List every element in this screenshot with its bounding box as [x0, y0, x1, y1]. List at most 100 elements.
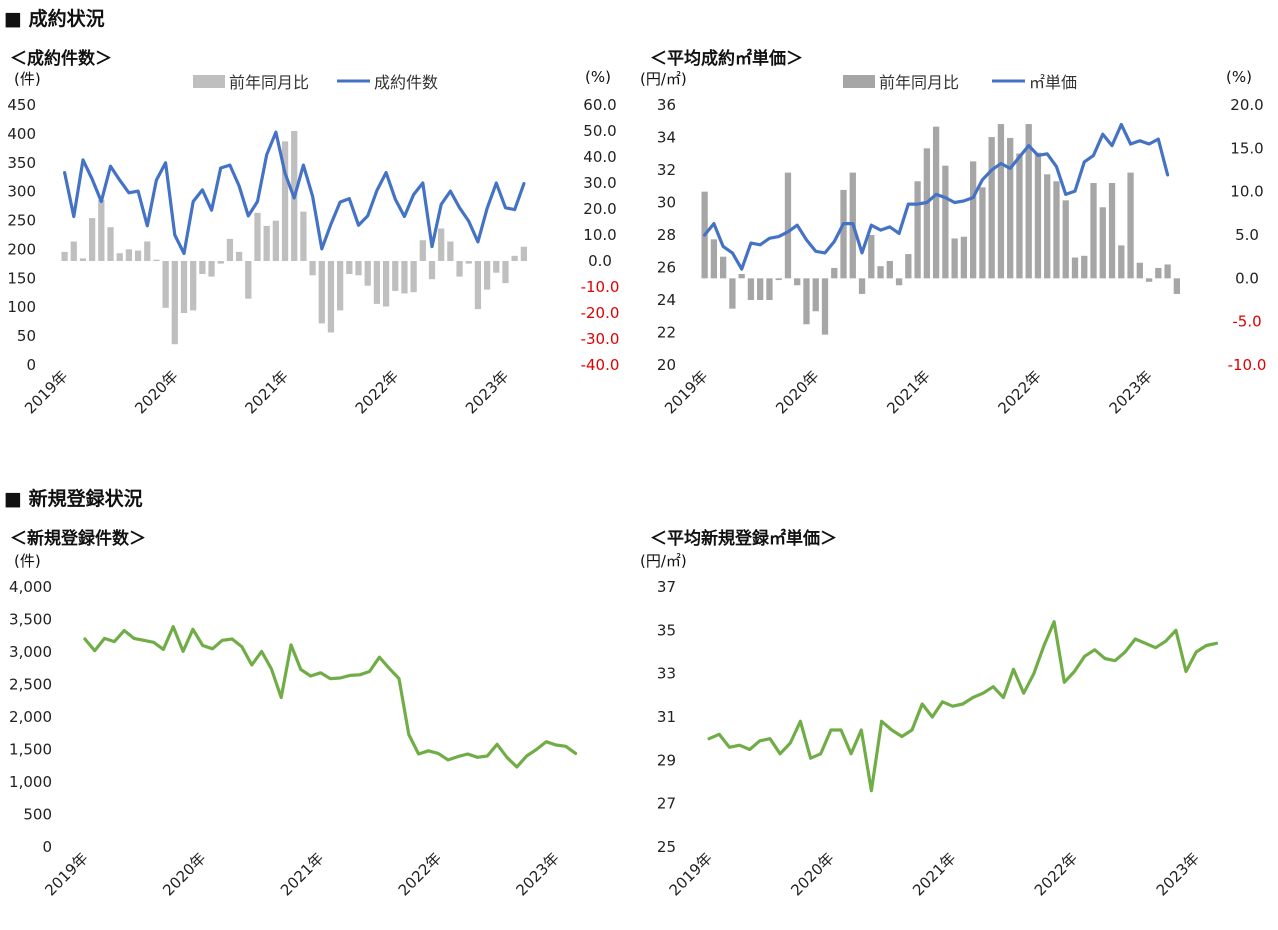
count-legend-bar-swatch — [193, 75, 225, 88]
count-right-tick: 0.0 — [588, 252, 612, 270]
count-right-tick: -30.0 — [581, 330, 620, 348]
price-bar — [895, 278, 903, 286]
count-right-tick: -20.0 — [581, 304, 620, 322]
count-bar — [373, 261, 381, 304]
price-bar — [905, 254, 912, 279]
count-legend-line-label: 成約件数 — [374, 73, 438, 92]
count-bar — [318, 261, 325, 324]
count-bar — [355, 261, 362, 276]
count-bar — [199, 261, 206, 274]
section-title-contracts: ■ 成約状況 — [4, 8, 105, 30]
newcount-x-label: 2019年 — [41, 849, 91, 899]
price-right-tick: -5.0 — [1232, 313, 1261, 331]
price-bar — [932, 126, 940, 279]
price-line — [702, 122, 1170, 271]
price-bar — [729, 278, 736, 309]
count-right-tick: 40.0 — [583, 148, 616, 166]
count-right-tick: 10.0 — [583, 226, 616, 244]
price-bar — [1136, 262, 1143, 279]
price-bar — [720, 256, 727, 279]
newcount-left-tick: 1,500 — [9, 741, 52, 759]
count-bar — [171, 261, 178, 345]
price-left-tick: 30 — [657, 194, 676, 212]
price-right-tick: 20.0 — [1230, 96, 1263, 114]
count-x-label: 2019年 — [21, 367, 71, 417]
chart-title-count: ＜成約件数＞ — [10, 49, 112, 69]
section-title-listings: ■ 新規登録状況 — [4, 488, 143, 510]
newcount-left-unit: (件) — [14, 552, 41, 570]
count-bar — [364, 261, 371, 286]
count-right-tick: 20.0 — [583, 200, 616, 218]
count-bar — [153, 259, 160, 261]
newcount-left-tick: 3,500 — [9, 611, 52, 629]
newcount-left-tick: 0 — [42, 838, 52, 856]
price-right-tick: 5.0 — [1235, 226, 1259, 244]
price-right-tick: 15.0 — [1230, 139, 1263, 157]
count-x-label: 2022年 — [352, 367, 402, 417]
count-bar — [493, 261, 500, 273]
price-bar — [1025, 124, 1032, 279]
price-bar — [1164, 264, 1171, 279]
price-bar — [1118, 245, 1125, 279]
price-bar — [970, 161, 977, 279]
price-bar — [775, 278, 782, 281]
count-bar — [410, 261, 417, 293]
newprice-x-label: 2022年 — [1031, 849, 1081, 899]
count-x-label: 2021年 — [242, 367, 292, 417]
newcount-left-tick: 4,000 — [9, 578, 52, 596]
price-bar — [886, 261, 893, 279]
price-right-tick: 0.0 — [1235, 269, 1259, 287]
count-left-tick: 150 — [7, 269, 36, 287]
price-right-unit: (%) — [1226, 68, 1252, 86]
count-bar — [281, 141, 289, 261]
price-left-tick: 36 — [657, 96, 676, 114]
chart-title-newcount: ＜新規登録件数＞ — [10, 529, 146, 549]
price-bar — [1062, 200, 1069, 279]
newprice-left-tick: 37 — [657, 578, 676, 596]
price-bar — [710, 239, 718, 279]
price-bar — [831, 267, 838, 279]
newprice-left-tick: 25 — [657, 838, 676, 856]
count-bar — [70, 241, 77, 261]
price-left-tick: 32 — [657, 161, 676, 179]
count-x-label: 2020年 — [131, 367, 181, 417]
price-bar — [803, 278, 810, 325]
price-bar — [794, 278, 801, 286]
price-left-unit: (円/㎡) — [640, 70, 687, 88]
newprice-x-label: 2023年 — [1153, 849, 1203, 899]
newcount-x-label: 2023年 — [513, 849, 563, 899]
price-right-tick: -10.0 — [1228, 356, 1267, 374]
price-left-tick: 26 — [657, 259, 676, 277]
count-bar — [337, 261, 344, 311]
price-x-label: 2019年 — [661, 367, 711, 417]
price-legend-line-label: ㎡単価 — [1029, 73, 1077, 92]
count-bar — [447, 241, 454, 261]
count-right-tick: 60.0 — [583, 96, 616, 114]
count-left-tick: 50 — [17, 327, 36, 345]
newprice-x-label: 2020年 — [787, 849, 837, 899]
count-bar — [162, 261, 169, 308]
count-bar — [89, 218, 96, 261]
count-bar — [254, 212, 261, 261]
price-bar — [1127, 172, 1134, 279]
count-legend-bar-label: 前年同月比 — [229, 73, 309, 92]
newcount-left-tick: 2,000 — [9, 708, 52, 726]
count-bar — [190, 261, 197, 311]
price-legend-bar-label: 前年同月比 — [879, 73, 959, 92]
count-bar — [208, 261, 215, 277]
price-left-tick: 34 — [657, 129, 676, 147]
newcount-x-label: 2020年 — [159, 849, 209, 899]
price-left-tick: 28 — [657, 226, 676, 244]
count-right-tick: 30.0 — [583, 174, 616, 192]
price-bar — [821, 278, 829, 335]
count-bar — [116, 253, 123, 261]
price-bar — [1071, 257, 1079, 279]
count-left-tick: 0 — [26, 356, 36, 374]
price-bar — [1090, 183, 1097, 279]
count-bar — [392, 261, 399, 291]
count-line — [62, 130, 526, 256]
price-bar — [979, 187, 986, 279]
price-bar — [1016, 153, 1023, 279]
count-bar — [419, 240, 426, 261]
